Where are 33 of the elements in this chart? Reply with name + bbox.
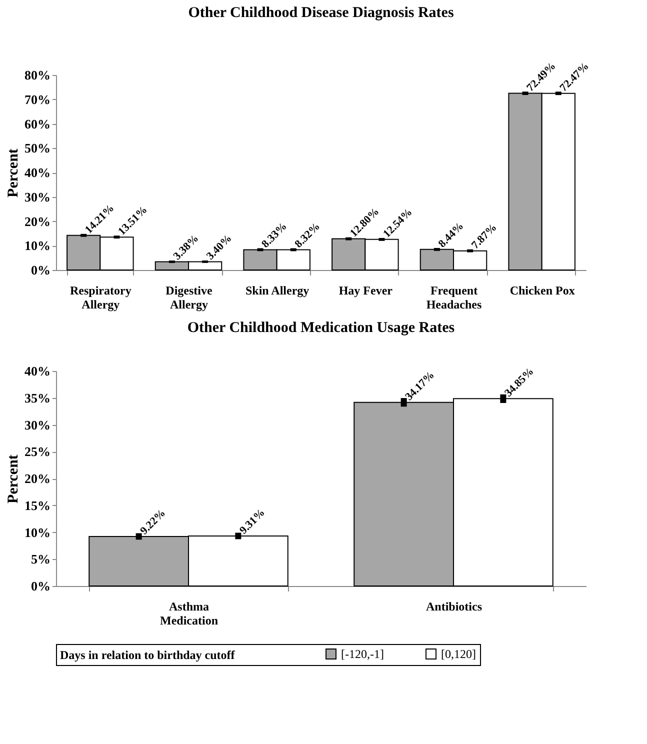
legend-label: [-120,-1] [341,647,384,661]
x-tick-label: Chicken Pox [510,284,575,298]
x-tick-label: Frequent Headaches [426,284,482,312]
y-tick-label: 20% [24,471,50,486]
y-tick-label: 40% [24,165,50,180]
y-tick-label: 10% [24,238,50,254]
y-tick-label: 70% [24,92,50,107]
chart-title: Other Childhood Medication Usage Rates [187,320,455,336]
x-tick-label: Respiratory Allergy [70,284,132,312]
y-tick-label: 0% [31,578,50,594]
y-tick-label: 15% [24,498,50,513]
y-tick-label: 60% [24,116,50,132]
x-tick-label: Hay Fever [338,284,394,298]
y-tick-label: 5% [31,552,50,567]
chart-title: Other Childhood Disease Diagnosis Rates [188,5,454,22]
x-tick-label: Skin Allergy [245,284,310,298]
legend-label: [0,120] [441,647,476,661]
y-axis-title: Percent [6,454,22,504]
y-tick-label: 50% [24,140,50,156]
y-tick-label: 20% [24,214,50,229]
x-tick-label: Asthma Medication [160,600,218,628]
y-tick-label: 80% [24,68,50,82]
y-tick-label: 10% [24,524,50,540]
x-tick-label: Antibiotics [426,600,482,614]
y-tick-label: 30% [24,417,50,432]
y-tick-label: 35% [24,390,50,406]
x-tick-label: Digestive Allergy [166,284,213,312]
y-axis-title: Percent [6,148,22,198]
y-tick-label: 40% [24,364,50,378]
y-tick-label: 30% [24,189,50,204]
y-tick-label: 25% [24,444,50,460]
legend-title: Days in relation to birthday cutoff [60,648,236,662]
y-tick-label: 0% [31,262,50,278]
